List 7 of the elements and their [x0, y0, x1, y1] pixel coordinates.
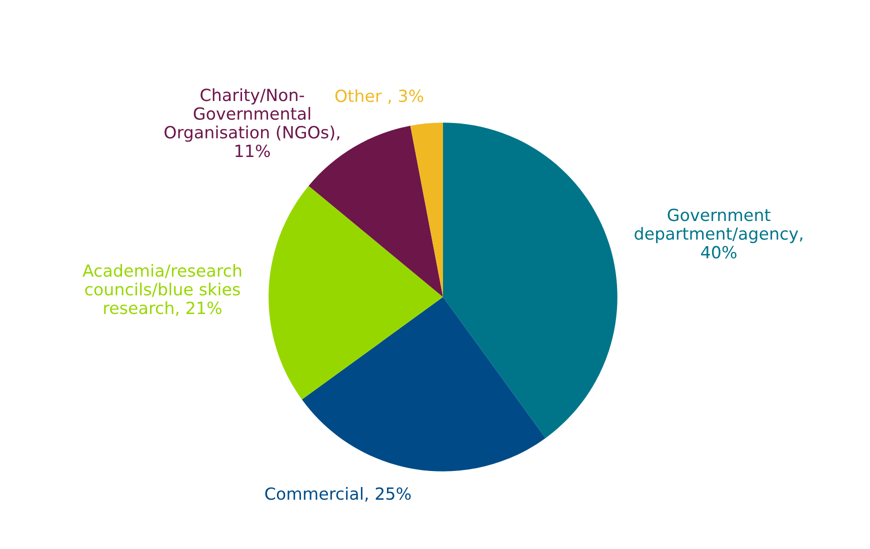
- slice-label: Government department/agency, 40%: [634, 208, 802, 259]
- pie-slice: [410, 122, 443, 297]
- pie-slice: [268, 186, 443, 400]
- pie-slice: [443, 122, 618, 438]
- pie-slice: [302, 297, 546, 472]
- slice-label: Commercial, 25%: [265, 487, 411, 502]
- slice-label: Academia/research councils/blue skies research, 21%: [82, 264, 242, 316]
